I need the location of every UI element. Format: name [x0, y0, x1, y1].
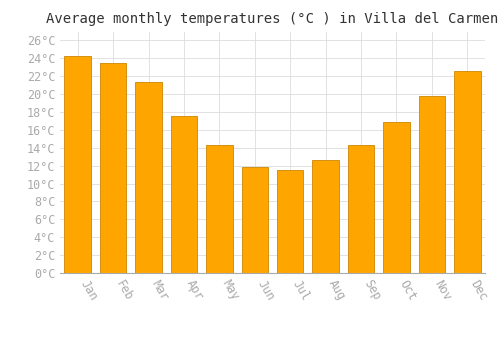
- Bar: [348, 145, 374, 273]
- Bar: [242, 167, 268, 273]
- Bar: [418, 96, 445, 273]
- Bar: [383, 122, 409, 273]
- Bar: [312, 160, 339, 273]
- Bar: [136, 82, 162, 273]
- Title: Average monthly temperatures (°C ) in Villa del Carmen: Average monthly temperatures (°C ) in Vi…: [46, 12, 498, 26]
- Bar: [64, 56, 91, 273]
- Bar: [100, 63, 126, 273]
- Bar: [170, 117, 197, 273]
- Bar: [277, 170, 303, 273]
- Bar: [206, 145, 233, 273]
- Bar: [454, 71, 480, 273]
